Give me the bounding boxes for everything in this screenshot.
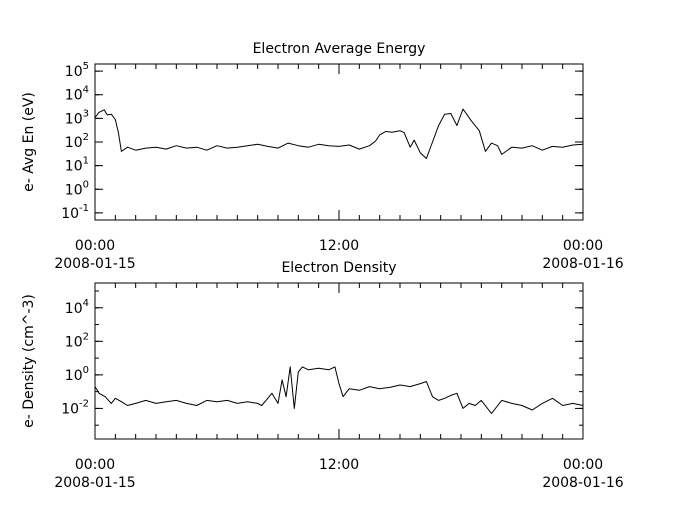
x-tick-date-label: 2008-01-15 (54, 256, 135, 272)
plot-frame (94, 282, 584, 440)
series-line (94, 366, 584, 414)
y-tick-label: 104 (65, 298, 89, 317)
x-tick-date-label: 2008-01-16 (542, 475, 623, 491)
y-axis-label: e- Density (cm^-3) (21, 294, 37, 428)
y-tick-label: 105 (65, 61, 89, 80)
y-tick-label: 104 (65, 85, 89, 104)
y-tick-label: 10-2 (61, 398, 89, 417)
plot-frame (94, 63, 584, 221)
x-tick-time-label: 00:00 (75, 238, 115, 254)
x-tick-time-label: 00:00 (563, 457, 603, 473)
y-tick-label: 102 (65, 331, 89, 350)
y-tick-label: 102 (65, 132, 89, 151)
y-tick-label: 103 (65, 108, 89, 127)
density-panel: Electron Density e- Density (cm^-3) 10-2 10… (21, 260, 624, 491)
x-tick-time-label: 12:00 (319, 238, 359, 254)
energy-panel: Electron Average Energy e- Avg En (eV) 10-… (21, 41, 624, 272)
x-tick-date-label: 2008-01-15 (54, 475, 135, 491)
series-line (94, 108, 584, 159)
y-tick-label: 100 (65, 365, 89, 384)
y-tick-label: 101 (65, 156, 89, 175)
y-tick-label: 10-1 (61, 203, 89, 222)
x-tick-date-label: 2008-01-16 (542, 256, 623, 272)
x-tick-time-label: 00:00 (75, 457, 115, 473)
y-axis-label: e- Avg En (eV) (21, 92, 37, 192)
x-tick-time-label: 00:00 (563, 238, 603, 254)
y-tick-label: 100 (65, 179, 89, 198)
chart-title: Electron Density (281, 260, 396, 276)
x-tick-time-label: 12:00 (319, 457, 359, 473)
chart-title: Electron Average Energy (253, 41, 426, 57)
